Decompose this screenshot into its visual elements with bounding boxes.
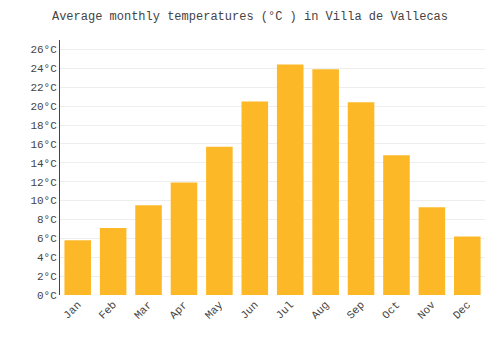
svg-text:May: May bbox=[203, 299, 226, 322]
svg-text:Apr: Apr bbox=[167, 299, 189, 321]
svg-text:10°C: 10°C bbox=[30, 195, 57, 207]
svg-text:20°C: 20°C bbox=[30, 101, 57, 113]
svg-text:8°C: 8°C bbox=[37, 214, 57, 226]
svg-text:6°C: 6°C bbox=[37, 233, 57, 245]
svg-text:Sep: Sep bbox=[345, 299, 367, 321]
svg-text:Nov: Nov bbox=[415, 299, 438, 322]
svg-text:Dec: Dec bbox=[451, 299, 473, 321]
svg-text:Jun: Jun bbox=[238, 299, 260, 321]
svg-text:Mar: Mar bbox=[132, 299, 154, 321]
svg-text:22°C: 22°C bbox=[30, 82, 57, 94]
svg-text:4°C: 4°C bbox=[37, 252, 57, 264]
svg-text:0°C: 0°C bbox=[37, 290, 57, 302]
svg-text:26°C: 26°C bbox=[30, 44, 57, 56]
svg-text:Jan: Jan bbox=[61, 299, 83, 321]
svg-text:16°C: 16°C bbox=[30, 139, 57, 151]
svg-text:Oct: Oct bbox=[380, 299, 402, 321]
svg-text:Feb: Feb bbox=[97, 299, 119, 321]
svg-text:2°C: 2°C bbox=[37, 271, 57, 283]
svg-text:Average monthly temperatures (: Average monthly temperatures (°C ) in Vi… bbox=[52, 10, 448, 24]
svg-text:12°C: 12°C bbox=[30, 177, 57, 189]
svg-text:Aug: Aug bbox=[309, 299, 331, 321]
svg-text:Jul: Jul bbox=[274, 299, 296, 321]
svg-text:14°C: 14°C bbox=[30, 158, 57, 170]
svg-text:24°C: 24°C bbox=[30, 63, 57, 75]
svg-text:18°C: 18°C bbox=[30, 120, 57, 132]
